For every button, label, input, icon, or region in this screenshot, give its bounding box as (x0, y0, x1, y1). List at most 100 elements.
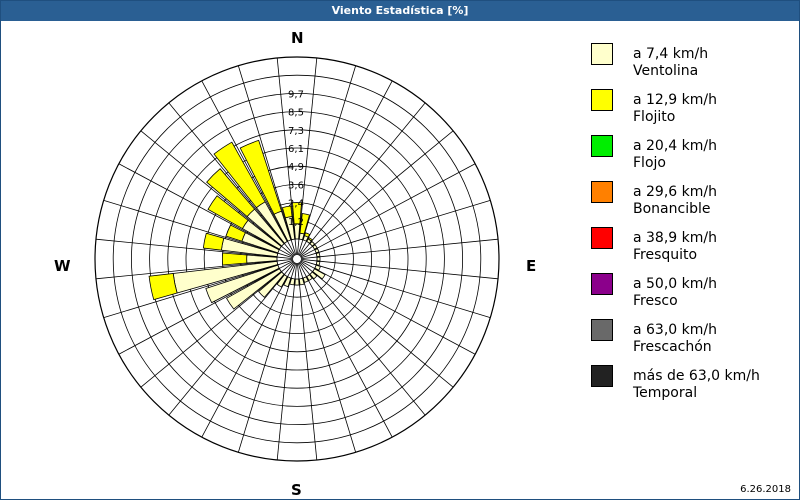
grid-spoke (296, 262, 300, 279)
grid-spoke (316, 260, 499, 280)
grid-spoke (276, 278, 296, 461)
grid-spoke (118, 268, 280, 355)
grid-spoke (237, 278, 292, 453)
legend-item: a 12,9 km/h Flojito (591, 89, 791, 135)
legend-range: más de 63,0 km/h (633, 368, 760, 384)
wind-sector (316, 256, 321, 262)
grid-spoke (299, 246, 313, 257)
grid-spoke (314, 268, 476, 355)
legend-swatch (591, 273, 613, 295)
legend-range: a 12,9 km/h (633, 92, 717, 108)
grid-spoke (312, 271, 454, 388)
wind-sector (202, 232, 225, 251)
grid-spoke (298, 57, 318, 240)
grid-ring (185, 147, 409, 371)
grid-spoke (276, 57, 296, 240)
legend-name: Ventolina (633, 63, 699, 79)
legend-item: a 29,6 km/h Bonancible (591, 181, 791, 227)
grid-spoke (316, 264, 491, 319)
grid-spoke (140, 271, 282, 388)
compass-east-label: E (526, 257, 537, 275)
wind-sector (299, 213, 310, 235)
compass-south-label: S (291, 481, 302, 499)
grid-spoke (95, 260, 278, 280)
grid-spoke (296, 239, 300, 256)
grid-spoke (306, 276, 393, 438)
wind-sector (225, 224, 246, 242)
grid-spoke (300, 259, 317, 266)
ring-tick-label: 2,4 (288, 199, 304, 210)
grid-spoke (281, 246, 295, 257)
legend-swatch (591, 43, 613, 65)
grid-spoke (277, 252, 294, 259)
legend-item: a 20,4 km/h Flojo (591, 135, 791, 181)
grid-spoke (284, 261, 295, 275)
legend-name: Flojito (633, 109, 676, 125)
legend-range: a 38,9 km/h (633, 230, 717, 246)
ring-tick-label: 9,7 (288, 89, 304, 100)
wind-sector (148, 272, 178, 301)
legend-swatch (591, 135, 613, 157)
legend-item: a 7,4 km/h Ventolina (591, 43, 791, 89)
legend-name: Frescachón (633, 339, 712, 355)
wind-sector (294, 278, 300, 286)
ring-tick-label: 1,2 (288, 217, 304, 228)
ring-tick-label: 7,3 (288, 126, 304, 137)
grid-spoke (294, 239, 298, 256)
legend-swatch (591, 365, 613, 387)
grid-spoke (168, 274, 285, 416)
grid-spoke (316, 238, 499, 258)
grid-spoke (299, 261, 310, 275)
legend-name: Flojo (633, 155, 666, 171)
grid-spoke (168, 102, 285, 244)
legend-name: Bonancible (633, 201, 711, 217)
grid-spoke (299, 243, 310, 257)
grid-spoke (277, 258, 294, 262)
grid-spoke (118, 163, 280, 250)
legend-name: Fresquito (633, 247, 698, 263)
legend-swatch (591, 319, 613, 341)
grid-spoke (237, 65, 292, 240)
calm-circle (276, 238, 318, 280)
wind-sector (207, 195, 249, 230)
grid-spoke (306, 80, 393, 242)
legend-range: a 63,0 km/h (633, 322, 717, 338)
grid-ring (203, 165, 391, 353)
compass-north-label: N (291, 29, 304, 47)
grid-spoke (277, 256, 294, 260)
grid-spoke (140, 130, 282, 247)
grid-spoke (298, 241, 307, 256)
ring-tick-label: 4,9 (288, 162, 304, 173)
legend-name: Fresco (633, 293, 678, 309)
grid-ring (167, 129, 427, 389)
grid-spoke (284, 243, 295, 257)
grid-spoke (297, 262, 304, 279)
grid-spoke (298, 262, 307, 277)
grid-spoke (300, 256, 317, 260)
wind-sector (281, 205, 293, 219)
grid-ring (112, 74, 482, 444)
legend-item: a 63,0 km/h Frescachón (591, 319, 791, 365)
legend-item: a 38,9 km/h Fresquito (591, 227, 791, 273)
ring-tick-label: 3,6 (288, 180, 304, 191)
grid-spoke (287, 262, 296, 277)
grid-ring (130, 92, 464, 426)
grid-spoke (281, 261, 295, 272)
grid-spoke (279, 260, 294, 269)
legend-range: a 50,0 km/h (633, 276, 717, 292)
grid-spoke (314, 163, 476, 250)
grid-spoke (95, 238, 278, 258)
grid-ring (149, 111, 445, 407)
grid-spoke (298, 278, 318, 461)
grid-spoke (103, 199, 278, 254)
legend-swatch (591, 227, 613, 249)
compass-west-label: W (54, 257, 71, 275)
grid-spoke (290, 239, 297, 256)
legend-swatch (591, 89, 613, 111)
wind-sector (304, 232, 311, 238)
grid-spoke (201, 80, 288, 242)
wind-sector (239, 139, 283, 215)
grid-spoke (294, 262, 298, 279)
grid-spoke (290, 262, 297, 279)
